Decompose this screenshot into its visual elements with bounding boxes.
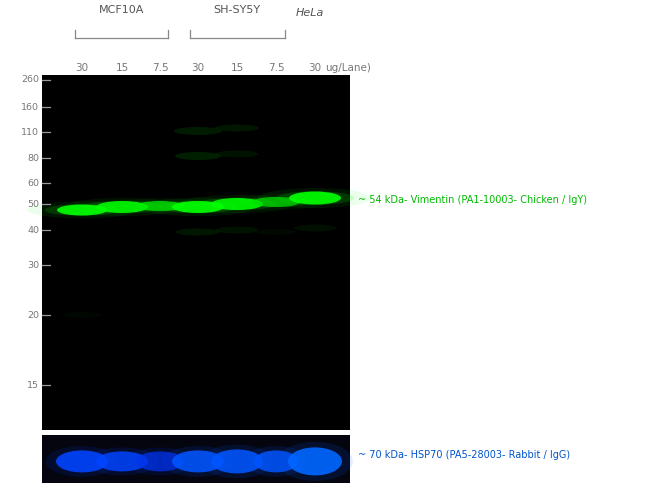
Ellipse shape [86,448,159,475]
Text: 30: 30 [27,260,39,270]
Ellipse shape [27,202,137,219]
Ellipse shape [136,451,184,471]
Ellipse shape [126,448,194,475]
Text: MCF10A: MCF10A [99,5,145,15]
Ellipse shape [256,229,296,235]
Ellipse shape [216,226,258,233]
Text: 30: 30 [75,63,88,73]
Ellipse shape [240,197,312,207]
Ellipse shape [136,201,184,211]
Text: 80: 80 [27,154,39,162]
Text: 60: 60 [27,178,39,188]
Ellipse shape [162,446,235,477]
Text: 7.5: 7.5 [268,63,284,73]
Ellipse shape [211,198,263,210]
Ellipse shape [215,124,259,132]
Bar [42,435,350,483]
Ellipse shape [198,198,276,210]
Text: ug/Lane): ug/Lane) [325,63,371,73]
Text: 110: 110 [21,127,39,137]
Text: 15: 15 [27,381,39,389]
Ellipse shape [223,194,329,209]
Ellipse shape [258,188,372,208]
Bar [42,75,350,430]
Ellipse shape [211,450,263,473]
Text: ~ 54 kDa- Vimentin (PA1-10003- Chicken / IgY): ~ 54 kDa- Vimentin (PA1-10003- Chicken /… [358,195,587,205]
Text: 15: 15 [230,63,244,73]
Ellipse shape [175,152,221,160]
Ellipse shape [277,442,353,481]
Text: HeLa: HeLa [296,8,324,18]
Ellipse shape [252,197,300,207]
Ellipse shape [245,446,307,477]
Ellipse shape [216,151,258,157]
Ellipse shape [96,451,148,471]
Text: 20: 20 [27,311,39,319]
Ellipse shape [46,446,118,477]
Ellipse shape [83,201,161,213]
Ellipse shape [176,228,220,236]
Ellipse shape [44,204,120,216]
Ellipse shape [289,191,341,205]
Ellipse shape [141,198,255,216]
Ellipse shape [159,201,237,213]
Ellipse shape [96,201,148,213]
Text: 7.5: 7.5 [151,63,168,73]
Text: SH-SY5Y: SH-SY5Y [213,5,261,15]
Text: 15: 15 [116,63,129,73]
Text: 160: 160 [21,103,39,111]
Text: 260: 260 [21,75,39,85]
Ellipse shape [174,127,222,135]
Ellipse shape [254,451,298,472]
Ellipse shape [294,225,336,231]
Ellipse shape [172,201,224,213]
Ellipse shape [65,198,179,216]
Ellipse shape [288,448,342,475]
Ellipse shape [276,191,354,205]
Ellipse shape [201,445,274,478]
Ellipse shape [124,201,196,211]
Ellipse shape [180,195,294,213]
Text: ~ 70 kDa- HSP70 (PA5-28003- Rabbit / IgG): ~ 70 kDa- HSP70 (PA5-28003- Rabbit / IgG… [358,450,570,460]
Ellipse shape [63,312,101,318]
Text: 30: 30 [192,63,205,73]
Ellipse shape [107,198,213,214]
Text: 50: 50 [27,199,39,208]
Text: 40: 40 [27,226,39,235]
Ellipse shape [56,451,108,472]
Ellipse shape [172,451,224,472]
Text: 30: 30 [309,63,322,73]
Ellipse shape [57,205,107,215]
